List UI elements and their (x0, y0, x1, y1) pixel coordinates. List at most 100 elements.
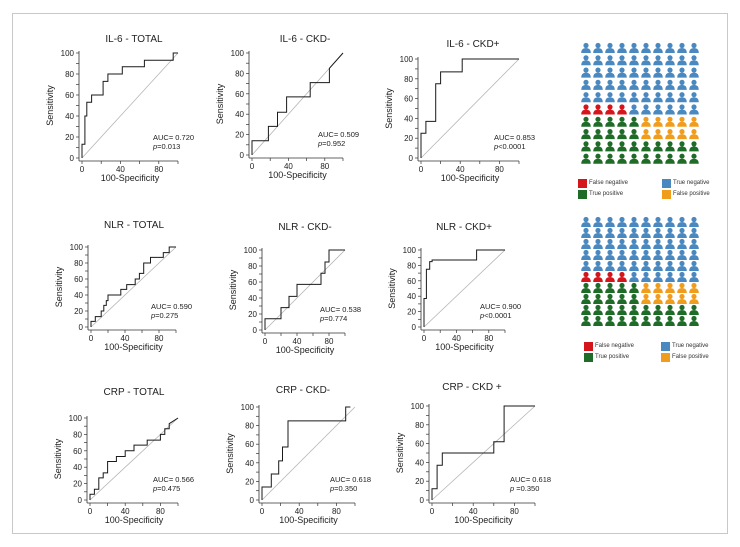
person-icon (653, 271, 663, 282)
person-icon-body (665, 299, 675, 304)
person-icon-head (643, 260, 649, 267)
person-icon (665, 249, 675, 260)
person-icon (677, 227, 687, 238)
crp-ckd-neg-reference-line (261, 406, 356, 501)
nlr-ckd-neg-x-tick-label: 40 (293, 337, 302, 346)
person-icon-body (617, 109, 627, 115)
person-icon-body (641, 134, 651, 140)
person-icon-body (581, 109, 591, 115)
legend-label-true-negative: True negative (673, 180, 710, 186)
person-icon (629, 304, 639, 315)
person-icon-body (617, 84, 627, 90)
person-icon-body (605, 244, 615, 249)
person-icon (677, 67, 687, 78)
crp-total-x-label: 100-Specificity (105, 515, 164, 525)
crp-ckd-pos-x-tick-label: 40 (469, 507, 478, 516)
person-icon-head (655, 282, 661, 289)
person-icon (653, 238, 663, 249)
person-icon-body (629, 109, 639, 115)
person-icon (629, 249, 639, 260)
person-icon-body (641, 109, 651, 115)
person-icon-body (581, 277, 591, 282)
il6-total-p-value: p=0.013 (152, 142, 180, 151)
person-icon (641, 42, 651, 53)
person-icon-body (617, 121, 627, 127)
person-icon-head (679, 92, 685, 98)
person-icon (653, 116, 663, 127)
person-icon-body (689, 299, 699, 304)
person-icon-head (679, 227, 685, 234)
person-icon-head (691, 227, 697, 234)
person-icon (689, 282, 699, 293)
person-icon-head (595, 282, 601, 289)
person-icon-head (619, 42, 625, 49)
person-icon (617, 129, 627, 140)
person-icon-body (677, 233, 687, 238)
person-icon-body (605, 288, 615, 293)
crp-ckd-neg-p-value: p=0.350 (329, 484, 357, 493)
crp-ckd-pos-y-tick-label: 40 (415, 458, 424, 467)
person-icon (665, 79, 675, 90)
person-icon (653, 227, 663, 238)
crp-ckd-pos-y-tick-label: 100 (411, 402, 425, 411)
person-icon (689, 249, 699, 260)
person-icon-body (641, 84, 651, 90)
person-icon-head (655, 141, 661, 147)
person-icon (689, 67, 699, 78)
person-icon-body (677, 255, 687, 260)
person-icon-head (667, 129, 673, 135)
nlr-ckd-pos-y-tick-label: 80 (407, 261, 416, 270)
crp-ckd-pos-roc-curve (431, 405, 535, 500)
person-icon-head (595, 79, 601, 85)
person-icon-head (595, 260, 601, 267)
person-icon (617, 153, 627, 164)
person-icon-head (619, 216, 625, 223)
person-icon (617, 271, 627, 282)
nlr-ckd-pos-roc-curve (423, 249, 505, 327)
person-icon (665, 129, 675, 140)
legend-swatch-false-positive (661, 353, 670, 362)
il6-total-auc-label: AUC= 0.720 (153, 133, 194, 142)
person-icon-body (677, 121, 687, 127)
person-icon-head (595, 315, 601, 322)
person-icon-head (619, 282, 625, 289)
nlr-total-roc-curve (90, 246, 176, 327)
person-icon-body (605, 84, 615, 90)
person-icon (593, 304, 603, 315)
person-icon-head (583, 227, 589, 234)
person-icon-head (655, 92, 661, 98)
person-icon-head (679, 153, 685, 159)
person-icon-body (689, 310, 699, 315)
person-icon-body (677, 97, 687, 103)
nlr-total-y-tick-label: 60 (74, 275, 83, 284)
il6-ckd-neg-y-tick-label: 100 (231, 49, 245, 58)
person-icon-body (605, 48, 615, 53)
person-icon-body (653, 121, 663, 127)
person-icon-body (689, 109, 699, 115)
person-icon (593, 315, 603, 326)
il6-ckd-neg-y-tick-label: 20 (235, 131, 244, 140)
nlr-ckd-neg-x-label: 100-Specificity (276, 345, 335, 355)
nlr-ckd-pos-title: NLR - CKD+ (436, 222, 492, 233)
nlr-total-y-tick-label: 80 (74, 259, 83, 268)
person-icon-head (619, 249, 625, 256)
person-icon (629, 282, 639, 293)
person-icon-head (583, 79, 589, 85)
person-icon-head (607, 92, 613, 98)
person-icon (677, 315, 687, 326)
person-icon-head (583, 153, 589, 159)
person-icon-head (643, 271, 649, 278)
crp-ckd-pos-x-label: 100-Specificity (454, 515, 513, 525)
person-icon (665, 55, 675, 66)
person-icon-head (679, 55, 685, 61)
person-icon (629, 129, 639, 140)
person-icon-body (593, 121, 603, 127)
person-icon (617, 315, 627, 326)
person-icon-body (653, 288, 663, 293)
person-icon-head (607, 216, 613, 223)
person-icon-body (617, 266, 627, 271)
person-icon (677, 104, 687, 115)
person-icon (605, 271, 615, 282)
person-icon-body (581, 299, 591, 304)
person-icon-body (689, 288, 699, 293)
